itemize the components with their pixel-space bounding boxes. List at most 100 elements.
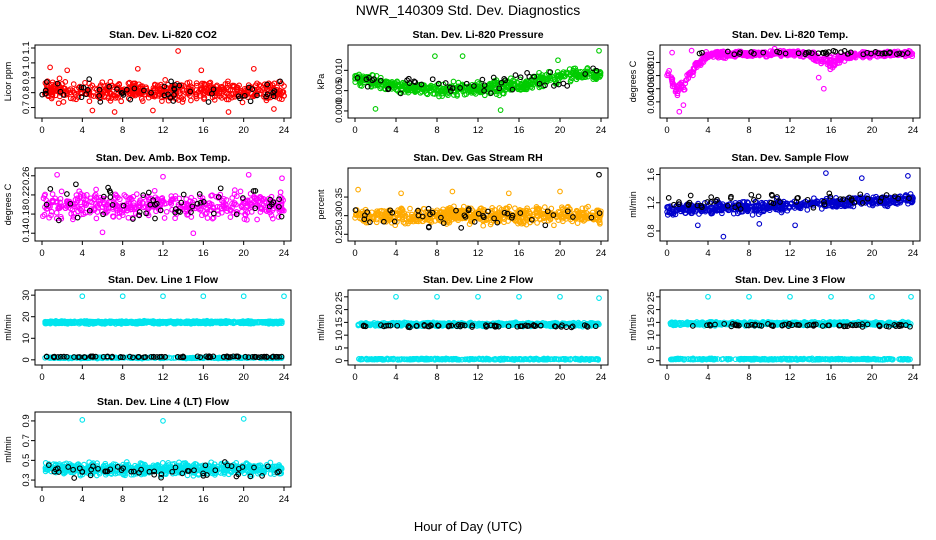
data-point (458, 225, 465, 231)
data-point (412, 79, 419, 86)
data-point (67, 95, 74, 102)
y-tick-label: 0.010 (646, 51, 657, 75)
data-point (431, 83, 437, 90)
data-point (180, 96, 187, 103)
x-tick-label: 24 (596, 125, 607, 136)
data-point (70, 81, 77, 87)
data-point (148, 89, 154, 96)
data-point (596, 171, 602, 178)
data-point (551, 222, 557, 229)
data-point (281, 293, 287, 300)
data-point (459, 53, 466, 59)
data-point (567, 78, 574, 85)
data-point (188, 97, 194, 104)
data-point (264, 81, 271, 88)
x-tick-label: 12 (785, 125, 796, 136)
panel-title: Stan. Dev. Amb. Box Temp. (96, 152, 231, 164)
data-point (97, 99, 104, 105)
data-point (184, 80, 191, 86)
data-point (419, 84, 426, 91)
data-point (161, 92, 168, 99)
data-point (225, 78, 231, 85)
y-tick-label: 0.25 (334, 225, 345, 244)
data-point (463, 80, 470, 87)
x-tick-label: 4 (393, 125, 398, 136)
data-point (250, 65, 257, 72)
points-co2 (39, 48, 287, 115)
data-point (596, 70, 603, 77)
data-point (209, 90, 215, 97)
x-tick-label: 0 (39, 125, 44, 136)
x-tick-label: 12 (473, 248, 484, 259)
data-point (427, 84, 434, 90)
data-point (478, 86, 485, 93)
points-temp (664, 45, 916, 115)
data-point (450, 78, 457, 85)
data-point (688, 47, 695, 54)
x-tick-label: 4 (393, 372, 398, 383)
data-point (83, 91, 89, 98)
data-point (820, 85, 827, 92)
data-point (204, 215, 211, 221)
data-point (42, 87, 49, 94)
y-axis-label: percent (316, 189, 326, 220)
x-tick-label: 24 (279, 125, 290, 136)
data-point (246, 84, 252, 91)
data-point (163, 208, 170, 215)
data-point (193, 80, 200, 86)
data-point (356, 80, 363, 86)
data-point (823, 170, 829, 176)
data-point (694, 222, 701, 229)
data-point (73, 86, 80, 93)
data-point (79, 293, 86, 300)
data-point (49, 79, 56, 86)
x-tick-label: 4 (80, 125, 85, 136)
data-point (82, 79, 88, 86)
x-tick-label: 8 (120, 125, 125, 136)
data-point (160, 173, 166, 180)
data-point (480, 222, 487, 229)
y-tick-label: 0 (21, 357, 32, 362)
data-point (431, 87, 437, 93)
data-point (352, 75, 358, 82)
data-point (244, 94, 251, 100)
data-point (254, 92, 260, 99)
data-point (555, 57, 561, 64)
data-point (42, 80, 49, 86)
data-point (558, 73, 565, 80)
y-tick-label: 5 (334, 345, 345, 350)
x-tick-label: 24 (908, 125, 919, 136)
data-point (86, 76, 93, 82)
y-tick-label: 25 (334, 292, 345, 303)
data-point (106, 83, 113, 90)
data-point (237, 188, 244, 195)
data-point (150, 85, 157, 91)
y-tick-label: 20 (334, 304, 345, 315)
data-point (73, 181, 79, 188)
x-tick-label: 20 (555, 248, 566, 259)
data-point (470, 85, 476, 92)
y-tick-label: 0.18 (21, 205, 32, 224)
x-tick-label: 8 (120, 372, 125, 383)
x-tick-label: 4 (705, 248, 710, 259)
data-point (205, 99, 212, 105)
data-point (75, 94, 82, 100)
y-tick-label: 0 (334, 358, 345, 363)
data-point (227, 86, 234, 93)
data-point (62, 79, 69, 85)
data-point (720, 233, 727, 240)
data-point (161, 83, 168, 90)
data-point (131, 85, 138, 92)
data-point (187, 88, 194, 95)
data-point (162, 77, 169, 83)
x-tick-label: 20 (238, 372, 249, 383)
data-point (418, 81, 425, 88)
y-tick-label: 0.7 (21, 101, 32, 114)
data-point (190, 230, 197, 237)
data-point (119, 90, 126, 97)
x-tick-label: 4 (393, 248, 398, 259)
x-tick-label: 4 (80, 372, 85, 383)
x-tick-label: 20 (867, 125, 878, 136)
